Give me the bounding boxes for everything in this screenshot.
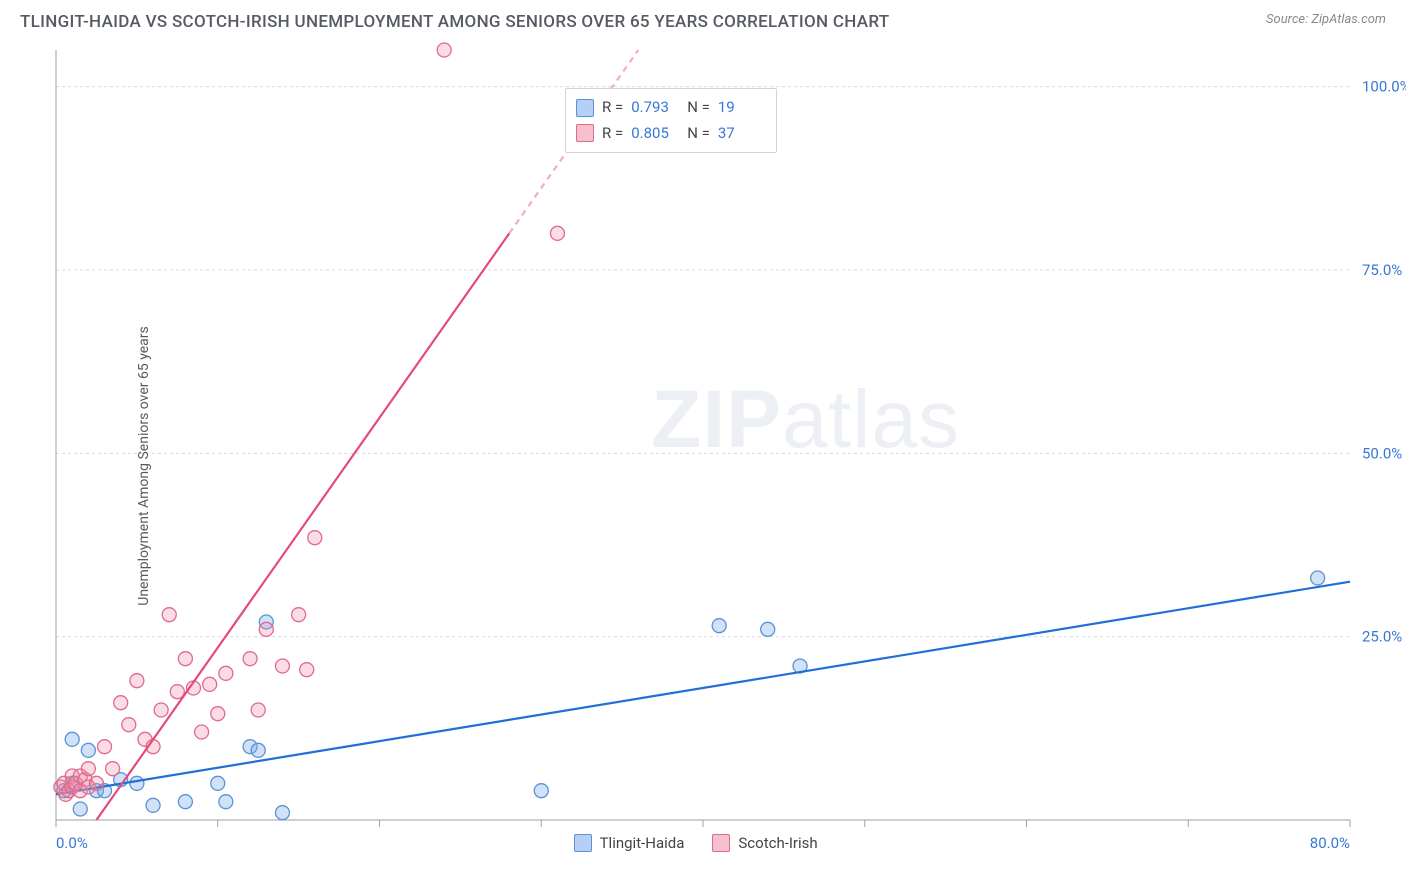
scatter-chart: 25.0% 50.0% 75.0% 100.0% 0.0% 80.0% [0,40,1406,882]
source-label: Source: ZipAtlas.com [1266,12,1386,27]
r-value: 0.805 [631,121,679,147]
svg-text:0.0%: 0.0% [56,834,88,852]
svg-text:100.0%: 100.0% [1362,78,1406,96]
chart-title: TLINGIT-HAIDA VS SCOTCH-IRISH UNEMPLOYME… [20,12,889,32]
svg-text:50.0%: 50.0% [1362,444,1402,462]
legend-swatch [712,834,730,852]
legend-swatch [576,124,594,142]
chart-area: Unemployment Among Seniors over 65 years… [0,40,1406,892]
correlation-box: R = 0.793 N = 19 R = 0.805 N = 37 [565,88,777,153]
correlation-row: R = 0.793 N = 19 [576,95,766,121]
n-value: 37 [718,121,766,147]
correlation-row: R = 0.805 N = 37 [576,121,766,147]
r-label: R = [602,95,623,121]
legend: Tlingit-Haida Scotch-Irish [574,834,818,852]
svg-text:80.0%: 80.0% [1310,834,1350,852]
y-axis-label: Unemployment Among Seniors over 65 years [136,326,152,606]
svg-text:75.0%: 75.0% [1362,261,1402,279]
legend-swatch [576,99,594,117]
r-value: 0.793 [631,95,679,121]
legend-item: Tlingit-Haida [574,834,685,852]
legend-label: Tlingit-Haida [600,834,685,852]
r-label: R = [602,121,623,147]
legend-label: Scotch-Irish [738,834,817,852]
n-label: N = [687,121,710,147]
svg-text:25.0%: 25.0% [1362,628,1402,646]
n-value: 19 [718,95,766,121]
legend-item: Scotch-Irish [712,834,817,852]
n-label: N = [687,95,710,121]
legend-swatch [574,834,592,852]
